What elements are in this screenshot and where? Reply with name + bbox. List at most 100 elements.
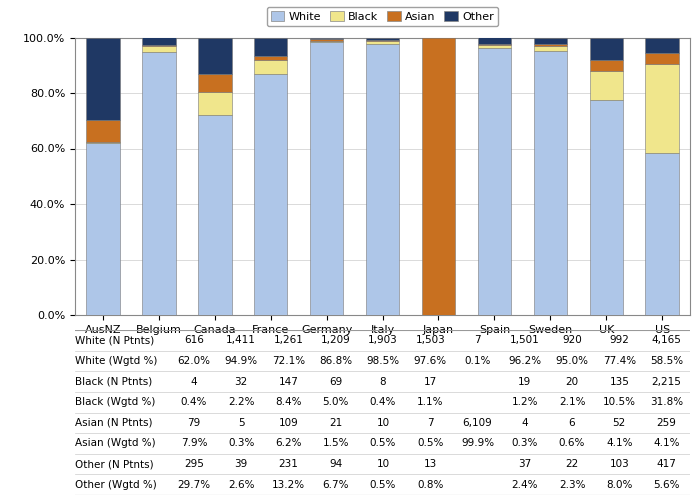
Text: 94: 94 [329,459,342,469]
Text: 21: 21 [329,418,342,428]
Text: 58.5%: 58.5% [650,356,683,366]
Bar [366,44,399,315]
Text: 1,261: 1,261 [274,336,303,345]
Text: 13: 13 [424,459,437,469]
Text: 31.8%: 31.8% [650,397,683,407]
Text: 0.1%: 0.1% [464,356,491,366]
Text: Asian (N Ptnts): Asian (N Ptnts) [75,418,153,428]
Text: White (N Ptnts): White (N Ptnts) [75,336,154,345]
Text: 10: 10 [377,459,389,469]
Text: 417: 417 [657,459,676,469]
Text: 72.1%: 72.1% [272,356,305,366]
Text: 0.8%: 0.8% [417,480,443,490]
Bar [589,100,623,315]
Bar [366,40,399,41]
Text: 8.4%: 8.4% [275,397,302,407]
Text: 10: 10 [377,418,389,428]
Text: 8: 8 [379,376,386,386]
Text: 94.9%: 94.9% [225,356,258,366]
Text: 8.0%: 8.0% [606,480,633,490]
Text: 7: 7 [474,336,481,345]
Text: 0.3%: 0.3% [228,438,254,448]
Text: 19: 19 [518,376,531,386]
Text: 2.6%: 2.6% [228,480,254,490]
Bar [477,37,511,44]
Bar [86,120,120,142]
Bar [254,74,288,315]
Bar [589,38,623,60]
Text: 4: 4 [190,376,197,386]
Text: 20: 20 [566,376,579,386]
Text: Asian (Wgtd %): Asian (Wgtd %) [75,438,155,448]
Text: 5.0%: 5.0% [323,397,349,407]
Text: 616: 616 [184,336,204,345]
Text: 2.2%: 2.2% [228,397,254,407]
Legend: White, Black, Asian, Other: White, Black, Asian, Other [267,7,498,26]
Text: 0.5%: 0.5% [417,438,443,448]
Text: 231: 231 [279,459,298,469]
Text: 1.2%: 1.2% [512,397,538,407]
Text: 99.9%: 99.9% [461,438,494,448]
Bar [254,38,288,56]
Text: 4: 4 [522,418,528,428]
Text: 259: 259 [657,418,676,428]
Text: 920: 920 [562,336,582,345]
Bar [142,52,176,315]
Text: 1,503: 1,503 [415,336,445,345]
Text: 6,109: 6,109 [463,418,492,428]
Bar [310,42,344,315]
Text: 0.5%: 0.5% [370,480,396,490]
Bar [86,143,120,315]
Bar [645,38,679,53]
Bar [310,40,344,42]
Bar [310,38,344,39]
Text: 1,903: 1,903 [368,336,398,345]
Text: 29.7%: 29.7% [177,480,211,490]
Text: 2.1%: 2.1% [559,397,585,407]
Text: 69: 69 [329,376,342,386]
Text: 22: 22 [566,459,579,469]
Text: 96.2%: 96.2% [508,356,541,366]
Text: White (Wgtd %): White (Wgtd %) [75,356,158,366]
Bar [198,38,232,74]
Text: 295: 295 [184,459,204,469]
Text: 2,215: 2,215 [652,376,682,386]
Text: 109: 109 [279,418,298,428]
Text: 39: 39 [234,459,248,469]
Bar [589,60,623,71]
Text: 0.3%: 0.3% [512,438,538,448]
Text: 32: 32 [234,376,248,386]
Text: Black (Wgtd %): Black (Wgtd %) [75,397,155,407]
Bar [142,44,176,46]
Text: 0.4%: 0.4% [181,397,207,407]
Text: 1,411: 1,411 [226,336,256,345]
Bar [589,71,623,100]
Bar [533,52,567,315]
Text: 1,209: 1,209 [321,336,351,345]
Text: 95.0%: 95.0% [556,356,589,366]
Text: 17: 17 [424,376,437,386]
Text: 1.5%: 1.5% [323,438,349,448]
Text: 4.1%: 4.1% [606,438,633,448]
Bar [366,41,399,44]
Bar [310,39,344,40]
Text: 77.4%: 77.4% [603,356,636,366]
Text: 52: 52 [612,418,626,428]
Text: 1,501: 1,501 [510,336,540,345]
Text: 6.2%: 6.2% [275,438,302,448]
Text: 2.3%: 2.3% [559,480,585,490]
Text: 5: 5 [238,418,244,428]
Text: 103: 103 [610,459,629,469]
Text: 86.8%: 86.8% [319,356,352,366]
Text: 0.5%: 0.5% [370,438,396,448]
Bar [533,44,567,46]
Bar [254,56,288,60]
Bar [477,44,511,48]
Text: 135: 135 [610,376,629,386]
Bar [198,74,232,92]
Text: 147: 147 [279,376,298,386]
Text: 7.9%: 7.9% [181,438,207,448]
Text: 62.0%: 62.0% [177,356,211,366]
Text: 13.2%: 13.2% [272,480,305,490]
Text: 4.1%: 4.1% [653,438,680,448]
